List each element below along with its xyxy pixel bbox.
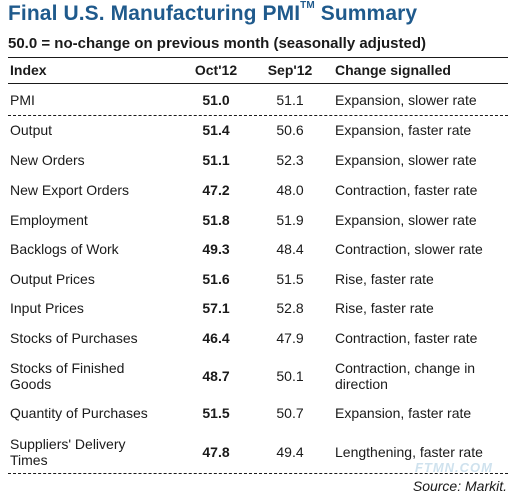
header-top-rule xyxy=(8,57,508,58)
row-change: Rise, faster rate xyxy=(335,271,434,287)
row-oct-value: 49.3 xyxy=(202,241,230,257)
row-index: PMI xyxy=(10,92,35,108)
row-sep-value: 47.9 xyxy=(276,330,304,346)
row-sep-value: 50.6 xyxy=(276,122,304,138)
row-sep-value: 51.1 xyxy=(276,92,304,108)
row-index: Input Prices xyxy=(10,300,84,316)
row-change: Contraction, faster rate xyxy=(335,330,478,346)
row-index: New Export Orders xyxy=(10,182,130,198)
row-sep-value: 49.4 xyxy=(276,444,304,460)
row-change: Contraction, faster rate xyxy=(335,182,478,198)
row-index: Output Prices xyxy=(10,271,95,287)
page-title: Final U.S. Manufacturing PMITM Summary xyxy=(8,0,418,26)
row-sep-value: 50.1 xyxy=(276,368,304,384)
row-oct-value: 47.8 xyxy=(202,444,230,460)
row-oct-value: 51.6 xyxy=(202,271,230,287)
source-note: Source: Markit. xyxy=(412,478,507,494)
row-index: Suppliers' Delivery Times xyxy=(10,436,126,468)
row-sep-value: 52.3 xyxy=(276,152,304,168)
row-oct-value: 57.1 xyxy=(202,300,230,316)
row-sep-value: 52.8 xyxy=(276,300,304,316)
row-index: Stocks of Finished Goods xyxy=(10,360,125,392)
header-oct: Oct'12 xyxy=(194,62,238,78)
trademark-mark: TM xyxy=(300,0,315,11)
row-oct-value: 51.8 xyxy=(202,212,230,228)
title-text: Final U.S. Manufacturing PMI xyxy=(8,2,301,25)
row-oct-value: 48.7 xyxy=(202,368,230,384)
row-sep-value: 48.4 xyxy=(276,241,304,257)
row-index: Quantity of Purchases xyxy=(10,405,148,421)
row-change: Expansion, slower rate xyxy=(335,152,477,168)
row-sep-value: 50.7 xyxy=(276,405,304,421)
pmi-separator xyxy=(8,115,508,116)
row-index: Output xyxy=(10,122,53,138)
table-bottom-rule xyxy=(8,473,508,474)
row-sep-value: 51.9 xyxy=(276,212,304,228)
header-bottom-rule xyxy=(8,83,508,84)
header-index: Index xyxy=(10,62,47,78)
row-change: Rise, faster rate xyxy=(335,300,434,316)
header-change: Change signalled xyxy=(335,62,451,78)
row-oct-value: 51.5 xyxy=(202,405,230,421)
row-change: Expansion, slower rate xyxy=(335,92,477,108)
row-index: Backlogs of Work xyxy=(10,241,119,257)
row-change: Lengthening, faster rate xyxy=(335,444,483,460)
row-oct-value: 46.4 xyxy=(202,330,230,346)
watermark: FTMN.COM xyxy=(414,460,493,475)
row-sep-value: 51.5 xyxy=(276,271,304,287)
row-change: Expansion, faster rate xyxy=(335,122,472,138)
row-change: Expansion, slower rate xyxy=(335,212,477,228)
row-sep-value: 48.0 xyxy=(276,182,304,198)
row-oct-value: 47.2 xyxy=(202,182,230,198)
row-index: New Orders xyxy=(10,152,85,168)
row-index: Employment xyxy=(10,212,88,228)
row-change: Contraction, slower rate xyxy=(335,241,483,257)
row-oct-value: 51.1 xyxy=(202,152,230,168)
row-change: Expansion, faster rate xyxy=(335,405,472,421)
row-oct-value: 51.0 xyxy=(202,92,230,108)
row-change: Contraction, change in direction xyxy=(335,360,476,392)
row-index: Stocks of Purchases xyxy=(10,330,138,346)
subtitle: 50.0 = no-change on previous month (seas… xyxy=(8,35,427,52)
header-sep: Sep'12 xyxy=(267,62,313,78)
title-suffix: Summary xyxy=(320,2,418,25)
row-oct-value: 51.4 xyxy=(202,122,230,138)
